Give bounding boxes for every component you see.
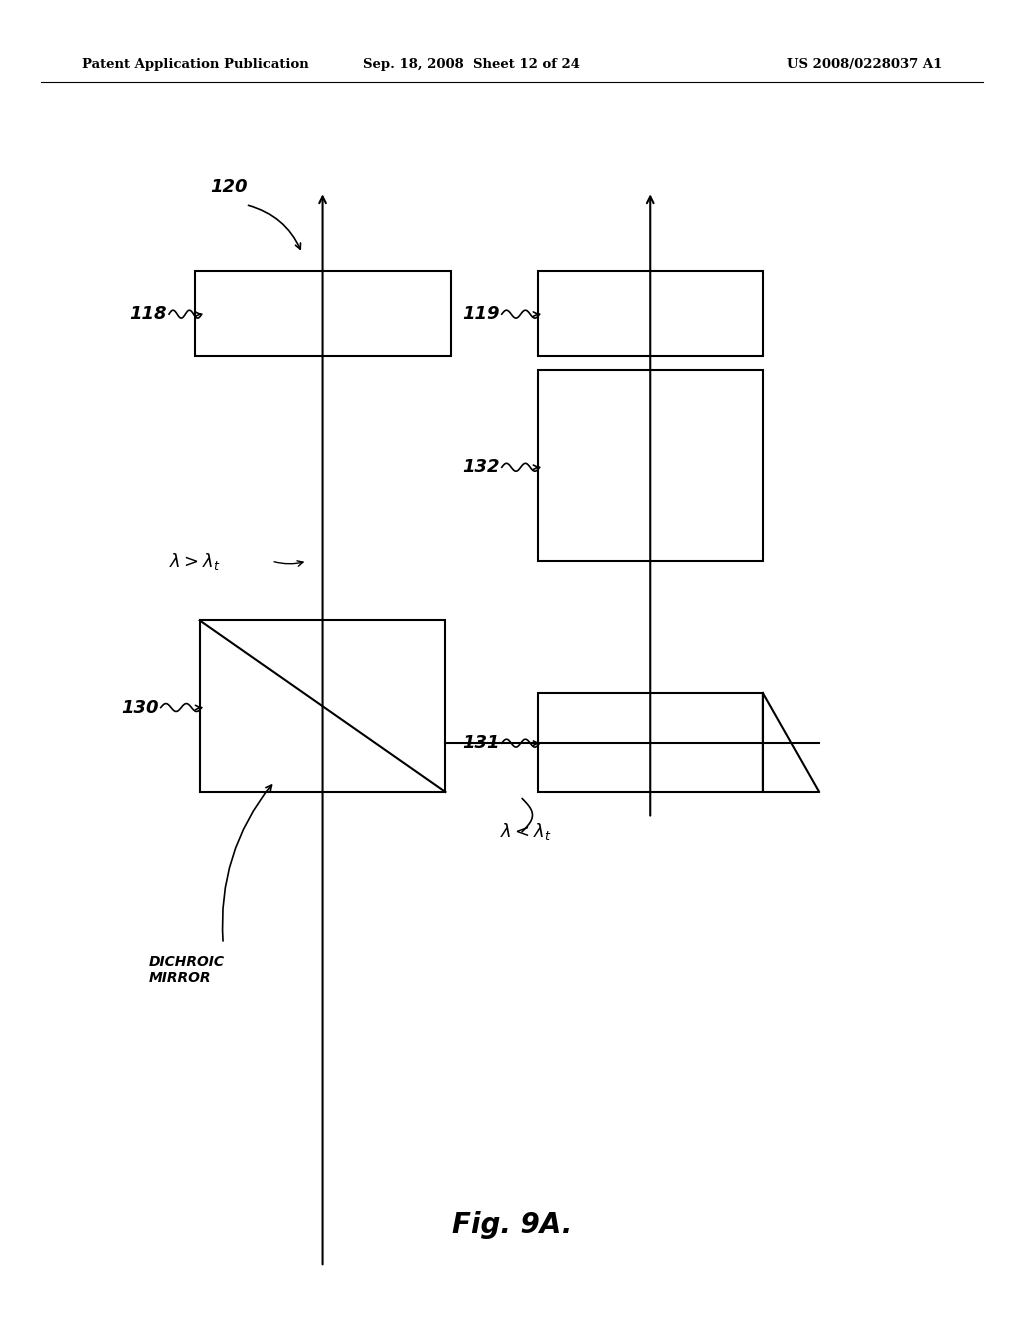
Text: 132: 132 <box>462 458 500 477</box>
Bar <box>200 620 445 792</box>
Text: US 2008/0228037 A1: US 2008/0228037 A1 <box>786 58 942 71</box>
Text: DICHROIC
MIRROR: DICHROIC MIRROR <box>148 956 224 985</box>
Text: $\lambda<\lambda_t$: $\lambda<\lambda_t$ <box>500 821 551 842</box>
Text: 119: 119 <box>462 305 500 323</box>
Text: 120: 120 <box>210 178 248 197</box>
Bar <box>538 370 763 561</box>
Text: Sep. 18, 2008  Sheet 12 of 24: Sep. 18, 2008 Sheet 12 of 24 <box>362 58 580 71</box>
Text: Fig. 9A.: Fig. 9A. <box>452 1210 572 1239</box>
Text: $\lambda>\lambda_t$: $\lambda>\lambda_t$ <box>169 550 220 572</box>
Bar <box>538 693 763 792</box>
Bar <box>538 271 763 356</box>
Text: 118: 118 <box>129 305 167 323</box>
Bar <box>195 271 451 356</box>
Text: 130: 130 <box>121 698 159 717</box>
Text: 131: 131 <box>462 734 500 752</box>
Text: Patent Application Publication: Patent Application Publication <box>82 58 308 71</box>
